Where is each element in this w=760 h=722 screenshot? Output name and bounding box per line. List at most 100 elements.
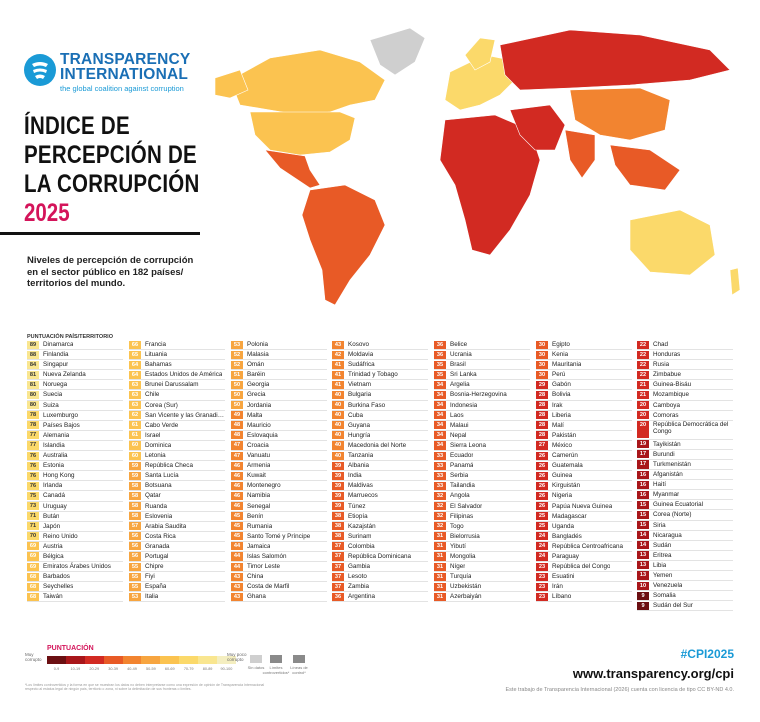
- country-name: Nigeria: [552, 492, 572, 500]
- table-column-1: 89 Dinamarca 88 Finlandia 84 Singapur 81 Nueva …: [27, 340, 123, 603]
- country-name: Colombia: [348, 542, 375, 550]
- footnote: *Los límites controvertidos y la forma e…: [25, 683, 265, 692]
- table-row: 41 Vietnam: [332, 380, 428, 391]
- table-row: 13 Eritrea: [637, 551, 733, 561]
- score-badge: 9: [637, 591, 649, 600]
- country-name: Israel: [145, 431, 161, 439]
- table-row: 24 República Centroafricana: [536, 542, 632, 552]
- table-column-4: 43 Kosovo 42 Moldavia 41 Sudáfrica 41 Trinidad …: [332, 340, 428, 603]
- table-row: 47 Vanuatu: [231, 451, 327, 462]
- table-row: 23 Esuatini: [536, 572, 632, 583]
- score-badge: 71: [27, 512, 39, 521]
- score-badge: 57: [129, 522, 141, 531]
- score-badge: 43: [231, 582, 243, 591]
- score-badge: 60: [129, 451, 141, 460]
- score-badge: 30: [536, 340, 548, 349]
- score-badge: 80: [27, 390, 39, 400]
- legend-range-label: 10-19: [70, 667, 81, 671]
- score-badge: 69: [27, 542, 39, 551]
- title-year: 2025: [24, 199, 70, 227]
- score-badge: 28: [536, 390, 548, 400]
- table-row: 77 Islandia: [27, 441, 123, 452]
- score-badge: 34: [434, 401, 446, 410]
- score-badge: 38: [332, 532, 344, 541]
- table-row: 45 Benín: [231, 512, 327, 522]
- country-name: Eritrea: [653, 551, 672, 559]
- country-name: Turkmenistán: [653, 460, 691, 468]
- table-column-5: 36 Belice 36 Ucrania 35 Brasil 35 Sri Lanka 34 Ar…: [434, 340, 530, 603]
- table-row: 39 Maldivas: [332, 481, 428, 492]
- table-row: 31 Uzbekistán: [434, 582, 530, 593]
- table-row: 38 Surinam: [332, 532, 428, 542]
- map-mexico: [264, 149, 321, 189]
- map-russia: [499, 29, 731, 91]
- score-badge: 46: [231, 471, 243, 480]
- score-badge: 25: [536, 522, 548, 531]
- map-new-zealand: [729, 267, 741, 296]
- score-badge: 22: [637, 350, 649, 359]
- score-badge: 45: [231, 522, 243, 531]
- score-badge: 56: [129, 552, 141, 561]
- score-badge: 35: [434, 370, 446, 379]
- country-name: Uzbekistán: [450, 583, 482, 591]
- website-link[interactable]: www.transparency.org/cpi: [572, 666, 734, 681]
- table-row: 26 Camerún: [536, 451, 632, 462]
- country-name: Maldivas: [348, 482, 373, 490]
- score-badge: 61: [129, 421, 141, 430]
- country-name: Somalia: [653, 592, 676, 600]
- country-name: Zimbabue: [653, 371, 682, 379]
- score-badge: 21: [637, 390, 649, 400]
- table-row: 30 Kenia: [536, 350, 632, 361]
- table-row: 16 Haití: [637, 480, 733, 491]
- map-usa: [249, 111, 356, 156]
- legend-range-label: 80-89: [202, 667, 213, 671]
- table-row: 66 Francia: [129, 340, 225, 351]
- country-name: Bosnia-Herzegovina: [450, 391, 507, 399]
- country-name: Mongolia: [450, 552, 476, 560]
- country-name: República Dominicana: [348, 552, 412, 560]
- subtitle: Niveles de percepción de corrupción en e…: [27, 255, 194, 289]
- score-badge: 66: [129, 340, 141, 349]
- country-name: Sierra Leona: [450, 441, 487, 449]
- country-name: Albania: [348, 462, 370, 470]
- score-badge: 22: [637, 360, 649, 369]
- country-name: Suiza: [43, 401, 59, 409]
- table-row: 53 Polonia: [231, 340, 327, 351]
- score-badge: 64: [129, 360, 141, 369]
- score-badge: 63: [129, 390, 141, 400]
- score-badge: 33: [434, 461, 446, 470]
- score-badge: 78: [27, 421, 39, 430]
- score-badge: 45: [231, 512, 243, 521]
- table-row: 37 Colombia: [332, 542, 428, 552]
- score-badge: 44: [231, 552, 243, 561]
- score-badge: 36: [434, 340, 446, 349]
- score-badge: 33: [434, 451, 446, 460]
- score-badge: 76: [27, 451, 39, 460]
- country-name: Egipto: [552, 341, 570, 348]
- table-row: 9 Somalia: [637, 591, 733, 602]
- country-name: Rumania: [247, 522, 273, 530]
- country-name: Bután: [43, 512, 60, 520]
- table-row: 21 Mozambique: [637, 390, 733, 401]
- country-name: Nepal: [450, 431, 467, 439]
- country-name: Benín: [247, 512, 264, 520]
- table-row: 21 Guinea-Bisáu: [637, 380, 733, 391]
- table-row: 58 Ruanda: [129, 502, 225, 512]
- table-row: 14 Nicaragua: [637, 531, 733, 541]
- score-badge: 31: [434, 542, 446, 551]
- country-name: Belice: [450, 341, 468, 348]
- country-name: Francia: [145, 341, 166, 348]
- country-name: Uruguay: [43, 502, 67, 510]
- table-row: 46 Montenegro: [231, 481, 327, 492]
- legend-control-label: Líneas de control*: [290, 665, 308, 675]
- score-badge: 32: [434, 502, 446, 511]
- table-row: 48 Eslovaquia: [231, 431, 327, 441]
- legend-right-label: Muy poco corrupto: [227, 652, 247, 662]
- table-row: 13 Libia: [637, 561, 733, 571]
- legend-no-data-swatch: [250, 655, 262, 663]
- score-badge: 16: [637, 470, 649, 479]
- legend-swatch: [217, 656, 236, 664]
- score-badge: 30: [536, 360, 548, 369]
- score-badge: 31: [434, 572, 446, 581]
- score-badge: 21: [637, 380, 649, 389]
